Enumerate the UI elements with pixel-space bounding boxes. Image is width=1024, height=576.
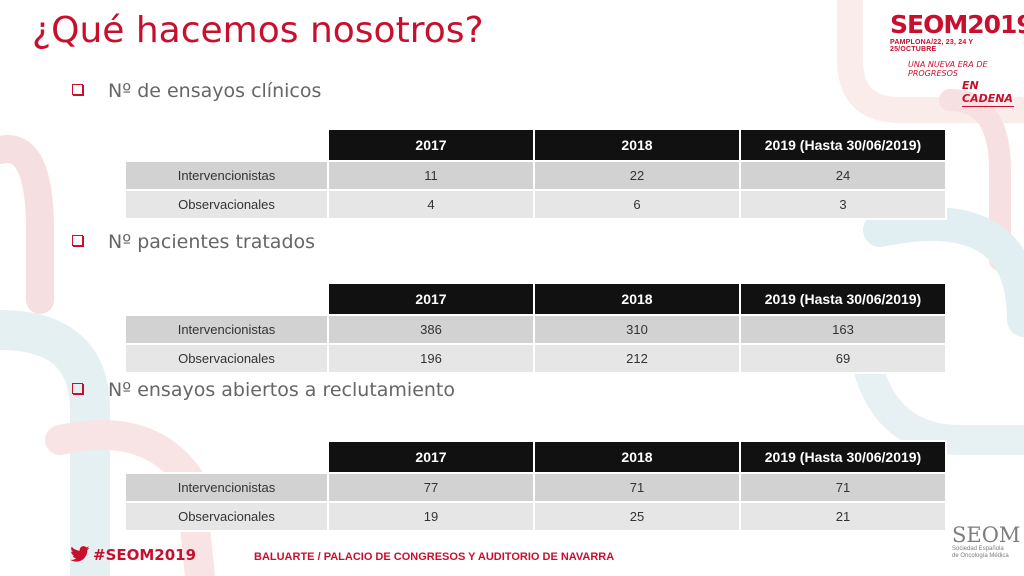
page-title: ¿Qué hacemos nosotros? [32,10,484,51]
square-bullet-icon [72,84,83,95]
table-row: Intervencionistas 11 22 24 [124,160,947,191]
square-bullet-icon [72,383,83,394]
table-cell: 386 [327,314,535,345]
table-pacientes: 2017 2018 2019 (Hasta 30/06/2019) Interv… [124,282,947,374]
venue-main: BALUARTE [254,551,315,563]
table-cell: 310 [533,314,741,345]
table-cell: 212 [533,343,741,374]
header-cell: 2018 [533,282,741,316]
twitter-hashtag: #SEOM2019 [70,545,197,564]
square-bullet-icon [72,235,83,246]
twitter-bird-icon [70,545,90,562]
table-cell: 163 [739,314,947,345]
seom-logo-text: SEOM [952,523,1021,547]
table-ensayos: 2017 2018 2019 (Hasta 30/06/2019) Interv… [124,128,947,220]
header-cell: 2019 (Hasta 30/06/2019) [739,282,947,316]
logo-main-text: SEOM2019 [890,10,1024,39]
header-cell: 2018 [533,440,741,474]
row-label: Observacionales [124,501,329,532]
table-cell: 71 [533,472,741,503]
table-cell: 11 [327,160,535,191]
header-cell: 2017 [327,128,535,162]
section-heading-pacientes: Nº pacientes tratados [72,231,315,253]
header-blank-cell [125,441,328,473]
table-header-row: 2017 2018 2019 (Hasta 30/06/2019) [125,440,947,474]
table-cell: 19 [327,501,535,532]
table-header-row: 2017 2018 2019 (Hasta 30/06/2019) [125,128,947,162]
table-reclutamiento: 2017 2018 2019 (Hasta 30/06/2019) Interv… [124,440,947,532]
table-row: Intervencionistas 77 71 71 [124,472,947,503]
logo-tagline-2: EN CADENA [962,79,1013,105]
table-cell: 24 [739,160,947,191]
section-heading-text: Nº ensayos abiertos a reclutamiento [108,379,456,401]
table-row: Observacionales 196 212 69 [124,343,947,374]
table-cell: 25 [533,501,741,532]
row-label: Intervencionistas [124,472,329,503]
venue-rest: PALACIO DE CONGRESOS Y AUDITORIO DE NAVA… [323,551,615,563]
table-cell: 3 [739,189,947,220]
seom-logo-subline-1: Sociedad Española [952,546,1004,552]
section-heading-ensayos: Nº de ensayos clínicos [72,80,321,102]
venue-separator: / [317,551,321,563]
seom2019-logo: SEOM2019 PAMPLONA/22, 23, 24 Y 25/OCTUBR… [890,10,1024,107]
header-cell: 2019 (Hasta 30/06/2019) [739,440,947,474]
section-heading-text: Nº de ensayos clínicos [108,80,322,102]
logo-underline [962,106,1014,107]
table-cell: 69 [739,343,947,374]
table-cell: 6 [533,189,741,220]
table-cell: 21 [739,501,947,532]
logo-subtitle: PAMPLONA/22, 23, 24 Y 25/OCTUBRE [890,39,974,53]
row-label: Intervencionistas [124,314,329,345]
hashtag-text: #SEOM2019 [93,546,197,564]
table-cell: 71 [739,472,947,503]
section-heading-reclutamiento: Nº ensayos abiertos a reclutamiento [72,379,455,401]
venue-text: BALUARTE / PALACIO DE CONGRESOS Y AUDITO… [254,551,614,563]
logo-tagline-1: UNA NUEVA ERA DE PROGRESOS [908,60,988,78]
table-header-row: 2017 2018 2019 (Hasta 30/06/2019) [125,282,947,316]
seom-logo-subline-2: de Oncología Médica [952,553,1009,559]
row-label: Observacionales [124,189,329,220]
header-cell: 2017 [327,282,535,316]
header-blank-cell [125,283,328,315]
table-cell: 196 [327,343,535,374]
header-blank-cell [125,129,328,161]
table-cell: 4 [327,189,535,220]
table-cell: 22 [533,160,741,191]
header-cell: 2018 [533,128,741,162]
header-cell: 2017 [327,440,535,474]
section-heading-text: Nº pacientes tratados [108,231,316,253]
table-row: Observacionales 4 6 3 [124,189,947,220]
table-row: Intervencionistas 386 310 163 [124,314,947,345]
table-cell: 77 [327,472,535,503]
row-label: Observacionales [124,343,329,374]
header-cell: 2019 (Hasta 30/06/2019) [739,128,947,162]
row-label: Intervencionistas [124,160,329,191]
seom-society-logo: SEOM Sociedad Española de Oncología Médi… [952,523,1021,560]
table-row: Observacionales 19 25 21 [124,501,947,532]
